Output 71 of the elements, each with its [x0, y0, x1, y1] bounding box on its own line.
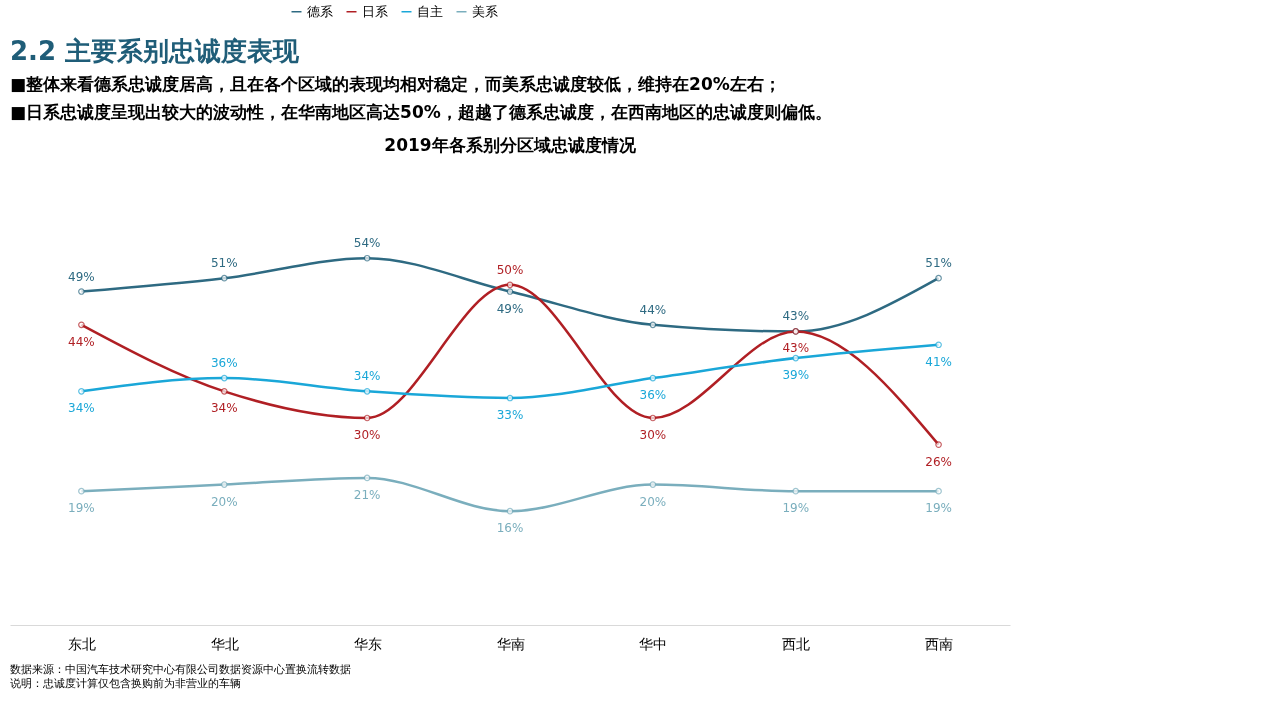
- data-label: 51%: [210, 256, 238, 271]
- point: [78, 321, 85, 329]
- point: [792, 487, 800, 495]
- text: 说明：忠诚度计算仅包含换购前为非营业的车辆: [10, 676, 241, 690]
- point: [935, 487, 942, 495]
- data-label: 21%: [353, 487, 381, 502]
- data-label: 26%: [925, 454, 952, 469]
- point: [220, 374, 228, 382]
- point: [220, 481, 228, 488]
- point: [649, 321, 657, 329]
- data-label: 36%: [210, 356, 238, 371]
- data-label: 19%: [68, 501, 95, 516]
- source-note: 数据来源：中国汽车技术研究中心有限公司数据资源中心置换流转数据: [10, 662, 351, 676]
- point: [792, 354, 800, 362]
- point: [506, 394, 514, 402]
- data-label: 44%: [639, 302, 667, 317]
- legend-label: 自主: [417, 3, 443, 19]
- x-tick-label: 华北: [210, 635, 239, 652]
- data-label: 43%: [782, 341, 810, 356]
- point: [220, 274, 228, 282]
- data-label: 16%: [496, 521, 524, 536]
- data-label: 36%: [639, 388, 667, 403]
- data-label: 50%: [496, 262, 524, 277]
- point: [363, 414, 371, 422]
- point: [935, 441, 942, 448]
- point: [506, 507, 514, 515]
- point: [649, 481, 657, 488]
- data-label: 20%: [210, 494, 238, 509]
- point: [506, 288, 514, 295]
- x-tick-label: 华东: [353, 635, 382, 652]
- data-label: 49%: [496, 301, 524, 316]
- data-label: 34%: [210, 401, 238, 416]
- legend-label: 日系: [362, 3, 388, 19]
- x-tick-label: 西南: [925, 635, 954, 652]
- data-label: 43%: [782, 309, 810, 324]
- point: [78, 487, 85, 495]
- text: ■整体来看德系忠诚度居高，且在各个区域的表现均相对稳定，而美系忠诚度较低，维持在20%左右；: [10, 74, 781, 94]
- point: [78, 388, 85, 395]
- data-label: 30%: [639, 427, 667, 442]
- point: [649, 374, 657, 382]
- data-label: 34%: [68, 401, 95, 416]
- data-label: 49%: [68, 269, 95, 284]
- point: [78, 288, 85, 295]
- data-label: 33%: [496, 408, 524, 423]
- x-tick-label: 华南: [496, 635, 525, 652]
- text: 2.2 主要系别忠诚度表现: [10, 36, 301, 66]
- point: [363, 388, 371, 395]
- data-label: 39%: [782, 368, 810, 383]
- data-label: 44%: [68, 334, 95, 349]
- data-label: 20%: [639, 494, 667, 509]
- text: ■日系忠诚度呈现出较大的波动性，在华南地区高达50%，超越了德系忠诚度，在西南地区的忠诚度则偏低。: [10, 102, 832, 122]
- point: [649, 414, 657, 422]
- data-label: 41%: [925, 354, 952, 369]
- data-label: 54%: [353, 236, 381, 251]
- point: [935, 274, 942, 282]
- data-label: 34%: [353, 369, 381, 384]
- data-label: 51%: [925, 256, 952, 271]
- x-tick-label: 西北: [782, 635, 811, 652]
- legend-label: 德系: [307, 3, 333, 19]
- x-tick-label: 东北: [67, 635, 96, 652]
- point: [935, 341, 942, 349]
- data-label: 30%: [353, 427, 381, 442]
- data-label: 19%: [925, 501, 952, 516]
- x-tick-label: 华中: [639, 635, 668, 652]
- chart-title: 2019年各系别分区域忠诚度情况: [384, 135, 637, 155]
- data-label: 19%: [782, 501, 810, 516]
- point: [363, 474, 371, 482]
- legend-label: 美系: [472, 3, 498, 19]
- point: [506, 281, 514, 289]
- point: [363, 254, 371, 262]
- point: [220, 388, 228, 395]
